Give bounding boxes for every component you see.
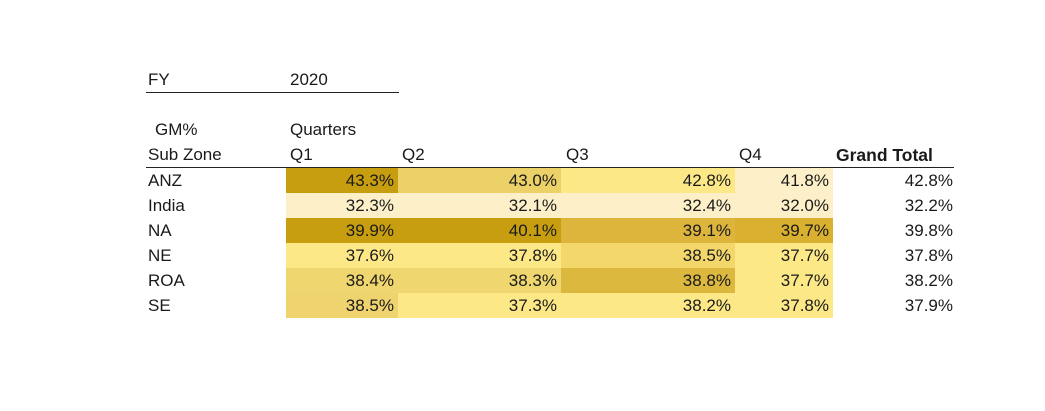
measure-label: GM% (155, 120, 198, 139)
col-header-q2: Q2 (402, 145, 425, 164)
value-cell[interactable]: 32.1% (398, 193, 561, 218)
row-label[interactable]: SE (148, 296, 171, 315)
value-cell[interactable]: 40.1% (398, 218, 561, 243)
col-header-grand-total: Grand Total (836, 145, 933, 165)
value-cell[interactable]: 37.8% (735, 293, 833, 318)
value-cell[interactable]: 32.3% (286, 193, 398, 218)
value-cell[interactable]: 43.0% (398, 168, 561, 193)
value-cell[interactable]: 41.8% (735, 168, 833, 193)
grand-total-cell[interactable]: 42.8% (904, 171, 953, 190)
value-cell[interactable]: 43.3% (286, 168, 398, 193)
value-cell[interactable]: 38.8% (561, 268, 735, 293)
value-cell[interactable]: 39.1% (561, 218, 735, 243)
grand-total-cell[interactable]: 38.2% (904, 271, 953, 290)
grand-total-cell[interactable]: 37.9% (904, 296, 953, 315)
col-header-q4: Q4 (739, 145, 762, 164)
value-cell[interactable]: 39.7% (735, 218, 833, 243)
col-header-q1: Q1 (290, 145, 313, 164)
value-cell[interactable]: 37.7% (735, 268, 833, 293)
value-cell[interactable]: 37.7% (735, 243, 833, 268)
grand-total-cell[interactable]: 39.8% (904, 221, 953, 240)
grand-total-cell[interactable]: 32.2% (904, 196, 953, 215)
value-cell[interactable]: 32.0% (735, 193, 833, 218)
row-label[interactable]: NE (148, 246, 172, 265)
value-cell[interactable]: 38.3% (398, 268, 561, 293)
value-cell[interactable]: 37.8% (398, 243, 561, 268)
value-cell[interactable]: 32.4% (561, 193, 735, 218)
value-cell[interactable]: 38.5% (286, 293, 398, 318)
header-divider (146, 167, 954, 168)
row-label[interactable]: NA (148, 221, 172, 240)
value-cell[interactable]: 38.4% (286, 268, 398, 293)
value-cell[interactable]: 39.9% (286, 218, 398, 243)
row-header: Sub Zone (148, 145, 222, 164)
filter-label: FY (148, 70, 170, 89)
row-label[interactable]: India (148, 196, 185, 215)
value-cell[interactable]: 38.2% (561, 293, 735, 318)
value-cell[interactable]: 37.3% (398, 293, 561, 318)
grand-total-cell[interactable]: 37.8% (904, 246, 953, 265)
row-label[interactable]: ANZ (148, 171, 182, 190)
value-cell[interactable]: 37.6% (286, 243, 398, 268)
value-cell[interactable]: 42.8% (561, 168, 735, 193)
column-group-label: Quarters (290, 120, 357, 139)
filter-divider (146, 92, 399, 93)
col-header-q3: Q3 (566, 145, 589, 164)
row-label[interactable]: ROA (148, 271, 185, 290)
filter-value[interactable]: 2020 (290, 70, 328, 89)
value-cell[interactable]: 38.5% (561, 243, 735, 268)
